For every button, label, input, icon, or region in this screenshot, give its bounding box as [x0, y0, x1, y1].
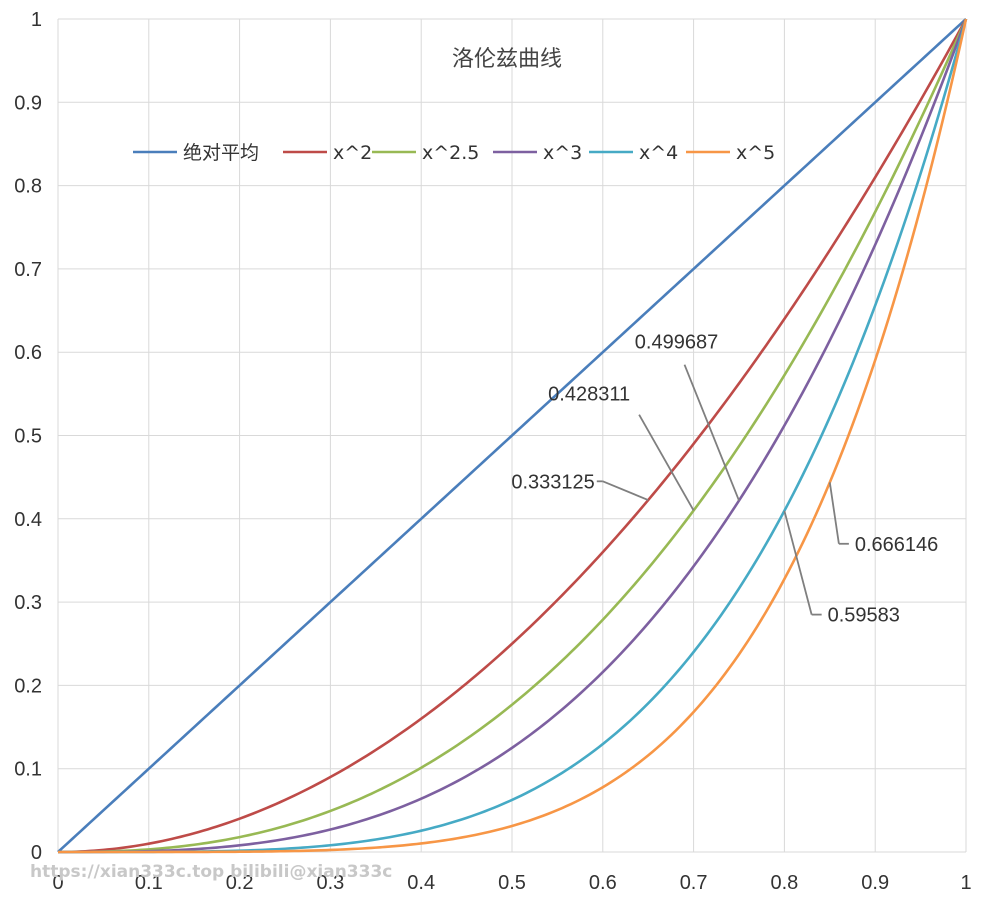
annotation-label: 0.666146	[855, 534, 938, 556]
y-tick-label: 0.9	[14, 92, 42, 114]
series-line	[58, 18, 968, 854]
y-tick-label: 0.1	[14, 759, 42, 781]
series-line	[57, 18, 967, 853]
y-tick-label: 0.2	[14, 675, 42, 697]
y-tick-label: 0.7	[14, 259, 42, 281]
annotation-label: 0.499687	[635, 332, 718, 354]
legend-label: x^3	[543, 142, 582, 164]
x-tick-label: 0.4	[407, 872, 435, 894]
x-tick-label: 0.5	[498, 872, 526, 894]
annotation-leader	[783, 510, 813, 615]
watermark: https://xian333c.top bilibili@xian333c	[30, 862, 392, 882]
annotation-label: 0.428311	[548, 384, 630, 406]
legend-label: x^2.5	[422, 142, 479, 164]
y-tick-label: 0.4	[14, 509, 42, 531]
series-lines	[57, 18, 968, 854]
y-tick-label: 0	[31, 842, 42, 864]
annotations: 0.333125 0.428311 0.499687 0.59583 0.666146	[511, 332, 938, 627]
y-tick-label: 0.3	[14, 592, 42, 614]
legend-label: x^5	[736, 142, 775, 164]
annotation-leader	[683, 364, 740, 501]
x-tick-label: 0.7	[680, 872, 708, 894]
y-tick-label: 0.6	[14, 342, 42, 364]
x-tick-label: 1	[960, 872, 971, 894]
legend: 绝对平均 x^2 x^2.5 x^3 x^4 x^5	[133, 142, 775, 164]
x-tick-label: 0.1	[135, 872, 163, 894]
legend-label: x^4	[639, 142, 678, 164]
tick-labels: 0 0.1 0.2 0.3 0.4 0.5 0.6 0.7 0.8 0.9 1 0 0.1 0.2 0.3 0…	[14, 9, 971, 894]
x-tick-label: 0.3	[316, 872, 344, 894]
legend-label: 绝对平均	[183, 142, 259, 164]
legend-label: x^2	[333, 142, 372, 164]
y-tick-label: 1	[31, 9, 42, 31]
x-tick-label: 0.8	[770, 872, 798, 894]
x-tick-label: 0.6	[589, 872, 617, 894]
series-line	[57, 18, 968, 854]
series-line	[58, 18, 968, 854]
annotation-leader	[828, 482, 840, 544]
annotation-label: 0.59583	[828, 605, 900, 627]
annotation-leader	[638, 414, 695, 511]
annotation-leader	[602, 480, 649, 501]
x-tick-label: 0	[52, 872, 63, 894]
x-tick-label: 0.2	[226, 872, 254, 894]
annotation-label: 0.333125	[511, 471, 594, 493]
y-tick-label: 0.8	[14, 176, 42, 198]
series-line	[58, 18, 968, 854]
chart-title: 洛伦兹曲线	[452, 47, 562, 72]
x-tick-label: 0.9	[861, 872, 889, 894]
y-tick-label: 0.5	[14, 426, 42, 448]
